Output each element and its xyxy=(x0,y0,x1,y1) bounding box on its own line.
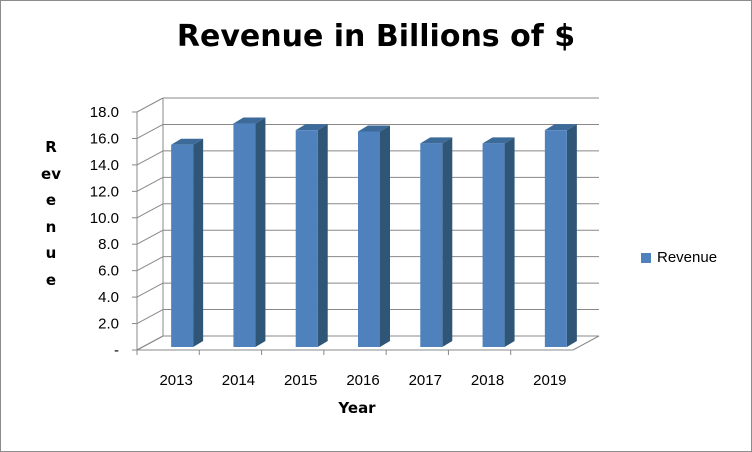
legend-label: Revenue xyxy=(657,249,718,266)
x-axis-label: Year xyxy=(338,399,376,417)
x-tick-label: 2015 xyxy=(284,372,317,389)
gridline-side xyxy=(136,309,164,324)
bar-side xyxy=(255,117,266,348)
bar-side xyxy=(317,124,328,348)
bar xyxy=(233,123,256,348)
gridline-side xyxy=(136,176,164,192)
y-tick-label: 18.0 xyxy=(90,104,119,121)
bar-top xyxy=(358,125,390,132)
y-tick-label: 8.0 xyxy=(98,236,119,253)
y-tick-label: 6.0 xyxy=(98,263,119,280)
gridline-side xyxy=(136,335,164,351)
x-tick-label: 2013 xyxy=(159,372,192,389)
bar xyxy=(295,130,318,347)
y-tick-label: 2.0 xyxy=(98,316,119,333)
bar xyxy=(482,143,505,347)
x-tick-label: 2019 xyxy=(533,372,566,389)
chart-title: Revenue in Billions of $ xyxy=(176,19,576,54)
bar-side xyxy=(193,138,204,347)
y-tick-label: - xyxy=(114,342,119,359)
bar xyxy=(171,144,194,347)
bar-top xyxy=(544,124,577,131)
gridline-side xyxy=(136,282,164,298)
gridline-side xyxy=(136,229,164,245)
legend: Revenue xyxy=(641,249,717,266)
gridline-side xyxy=(136,97,164,113)
x-tick-label: 2018 xyxy=(471,372,504,389)
y-axis-label: Revenue xyxy=(41,138,61,289)
gridline-side xyxy=(136,256,164,272)
gridline-side xyxy=(136,203,164,219)
bar xyxy=(420,143,443,347)
bar xyxy=(358,131,380,347)
bar-side xyxy=(380,125,390,347)
y-tick-label: 14.0 xyxy=(90,157,119,174)
legend-swatch xyxy=(641,252,651,263)
gridline-side xyxy=(136,150,164,166)
x-tick-label: 2016 xyxy=(346,372,379,389)
y-tick-label: 16.0 xyxy=(90,130,119,147)
bar-top xyxy=(233,117,266,124)
bar-side xyxy=(504,137,515,347)
x-tick-label: 2014 xyxy=(222,372,255,389)
y-tick-label: 12.0 xyxy=(90,183,119,200)
bar-top xyxy=(295,124,328,131)
bar-side xyxy=(566,124,577,348)
x-tick-label: 2017 xyxy=(409,372,442,389)
gridline-side xyxy=(136,124,164,139)
y-tick-label: 10.0 xyxy=(90,210,119,227)
bar-top xyxy=(171,138,204,145)
bar-top xyxy=(420,137,453,144)
bar-side xyxy=(442,137,453,347)
bar-top xyxy=(482,137,515,144)
y-tick-label: 4.0 xyxy=(98,289,119,306)
bar xyxy=(544,130,567,347)
